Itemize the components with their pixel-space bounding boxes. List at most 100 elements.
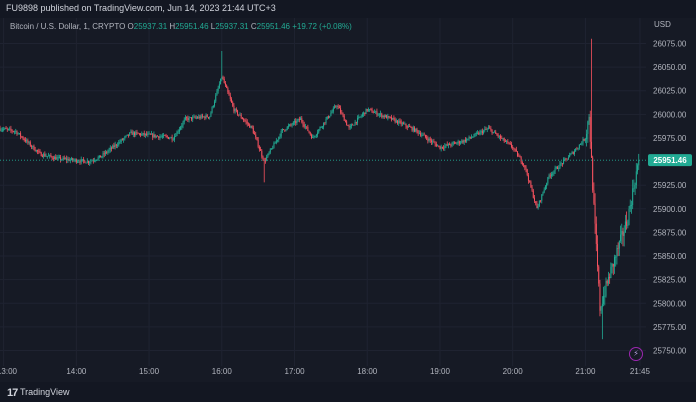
candle-body [633, 188, 635, 190]
candle-body [334, 106, 336, 109]
candle-body [621, 231, 623, 235]
candle-body [497, 134, 499, 137]
candle-body [170, 137, 172, 139]
candle-body [226, 85, 228, 89]
candle-body [267, 153, 269, 157]
candle-body [124, 136, 126, 139]
candle-body [277, 139, 279, 141]
candle-body [484, 129, 486, 131]
candle-body [148, 133, 150, 135]
candle-body [138, 133, 140, 135]
candle-body [615, 256, 617, 258]
candle-body [451, 142, 453, 146]
candle-body [71, 158, 73, 160]
candle-body [581, 143, 583, 145]
candle-body [486, 128, 488, 130]
currency-label[interactable]: USD [654, 20, 671, 29]
candle-body [415, 128, 417, 132]
candle-body [187, 118, 189, 121]
candle-body [9, 128, 11, 130]
candle-body [560, 163, 562, 165]
candle-body [10, 128, 12, 131]
candle-body [167, 137, 169, 139]
candle-body [529, 180, 531, 182]
candle-body [129, 132, 131, 136]
candle-body [14, 131, 16, 133]
candle-body [393, 117, 395, 119]
candle-body [501, 138, 503, 139]
candle-body [232, 102, 234, 106]
candle-body [404, 123, 406, 125]
candle-body [411, 127, 413, 131]
candle-body [141, 133, 143, 136]
candle-body [344, 120, 346, 122]
candle-body [86, 161, 88, 163]
open-value: 25937.31 [133, 22, 168, 31]
candle-body [435, 143, 437, 147]
candle-body [94, 160, 96, 162]
candle-body [462, 140, 464, 143]
candle-body [637, 165, 639, 172]
candle-body [74, 159, 76, 161]
candle-body [519, 156, 521, 158]
candle-body [417, 130, 419, 134]
candle-body [394, 118, 396, 123]
candle-body [341, 112, 343, 114]
candle-body [314, 136, 316, 137]
candle-body [23, 138, 25, 140]
candle-body [32, 145, 34, 147]
candle-body [537, 206, 539, 209]
candle-body [478, 132, 480, 135]
candle-body [209, 116, 211, 118]
candle-body [467, 138, 469, 140]
candle-body [260, 149, 262, 151]
candle-body [207, 117, 209, 118]
candle-body [365, 109, 367, 114]
candle-body [4, 128, 6, 129]
candle-body [90, 160, 92, 163]
candle-body [134, 132, 136, 136]
candle-body [11, 130, 13, 132]
candle-body [223, 78, 225, 84]
candle-body [310, 134, 312, 138]
candle-body [275, 140, 277, 143]
candle-body [5, 128, 7, 129]
candle-body [115, 144, 117, 146]
candle-body [157, 135, 159, 137]
candle-body [50, 155, 52, 157]
candle-body [1, 129, 3, 131]
candle-body [291, 124, 293, 126]
candle-body [199, 116, 201, 119]
price-tick-label: 26000.00 [653, 110, 687, 119]
candle-body [569, 154, 571, 158]
brand-name[interactable]: TradingView [20, 387, 70, 397]
candle-body [601, 303, 603, 307]
candle-body [38, 151, 40, 153]
candle-body [472, 136, 474, 138]
price-tick-label: 25825.00 [653, 276, 687, 285]
candle-body [144, 133, 146, 136]
candle-body [125, 135, 127, 137]
candle-body [485, 129, 487, 130]
candle-body [552, 173, 554, 175]
candle-body [222, 77, 224, 79]
candle-body [325, 119, 327, 123]
candle-body [427, 138, 429, 141]
candle-body [421, 135, 423, 136]
candle-body [518, 156, 520, 157]
candle-body [464, 139, 466, 142]
candle-body [563, 159, 565, 164]
candle-body [143, 133, 145, 136]
candle-body [440, 146, 442, 149]
chart-grid [0, 18, 646, 366]
tradingview-logo-icon[interactable]: 17 [7, 387, 18, 399]
candle-body [350, 124, 352, 126]
candle-body [15, 131, 17, 132]
candle-body [278, 136, 280, 140]
candle-body [217, 87, 219, 92]
candle-body [346, 121, 348, 126]
lightning-icon[interactable]: ⚡ [629, 347, 643, 361]
candle-body [283, 129, 285, 130]
candle-body [423, 134, 425, 136]
